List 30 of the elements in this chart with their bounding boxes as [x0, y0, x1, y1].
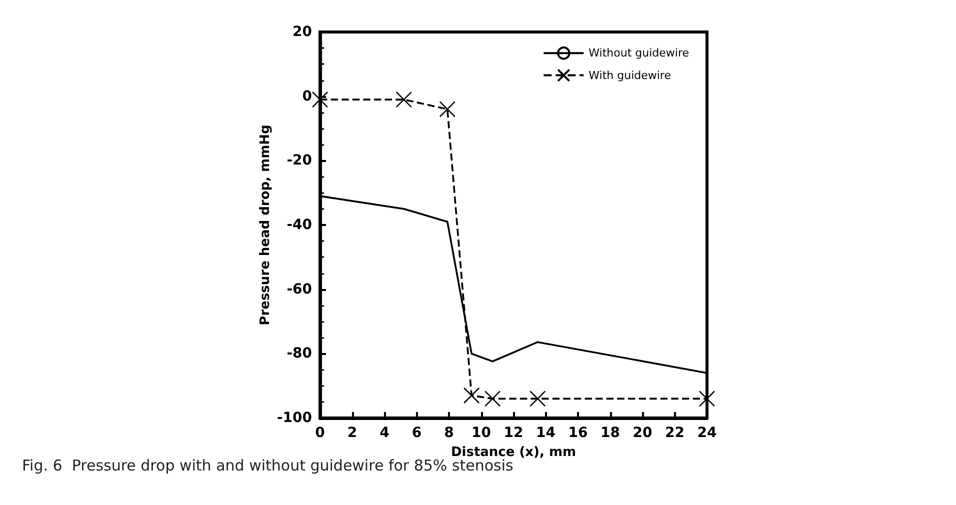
point	[484, 390, 501, 407]
point	[463, 387, 480, 404]
point	[698, 390, 716, 407]
x-tick-label: 22	[665, 425, 684, 441]
y-tick-label: 0	[302, 88, 312, 104]
point	[312, 91, 328, 108]
x-tick-label: 12	[504, 425, 524, 441]
x-tick-label: 18	[600, 425, 620, 441]
legend-label: With guidewire	[588, 68, 672, 82]
y-tick-label: -100	[276, 410, 312, 426]
x-tick-label: 24	[697, 425, 717, 441]
y-tick-label: -60	[286, 281, 312, 298]
x-tick-label: 14	[536, 425, 556, 441]
x-tick-label: 20	[632, 425, 652, 441]
x-tick-label: 0	[315, 425, 326, 441]
legend-label: Without guidewire	[588, 46, 690, 60]
point	[396, 91, 412, 108]
x-tick-label: 4	[380, 425, 390, 441]
y-axis-title: Pressure head drop, mmHg	[258, 124, 273, 326]
x-tick-label: 6	[412, 425, 422, 441]
x-tick-label: 10	[472, 425, 492, 441]
y-tick-label: -80	[286, 346, 312, 362]
point	[530, 390, 546, 407]
x-tick-label: 16	[568, 425, 588, 441]
x-tick-label: 8	[444, 425, 454, 441]
y-tick-label: 20	[292, 24, 312, 40]
y-tick-label: -20	[286, 152, 312, 169]
y-tick-label: -40	[286, 217, 312, 233]
point	[439, 101, 456, 118]
x-tick-label: 2	[347, 425, 358, 441]
